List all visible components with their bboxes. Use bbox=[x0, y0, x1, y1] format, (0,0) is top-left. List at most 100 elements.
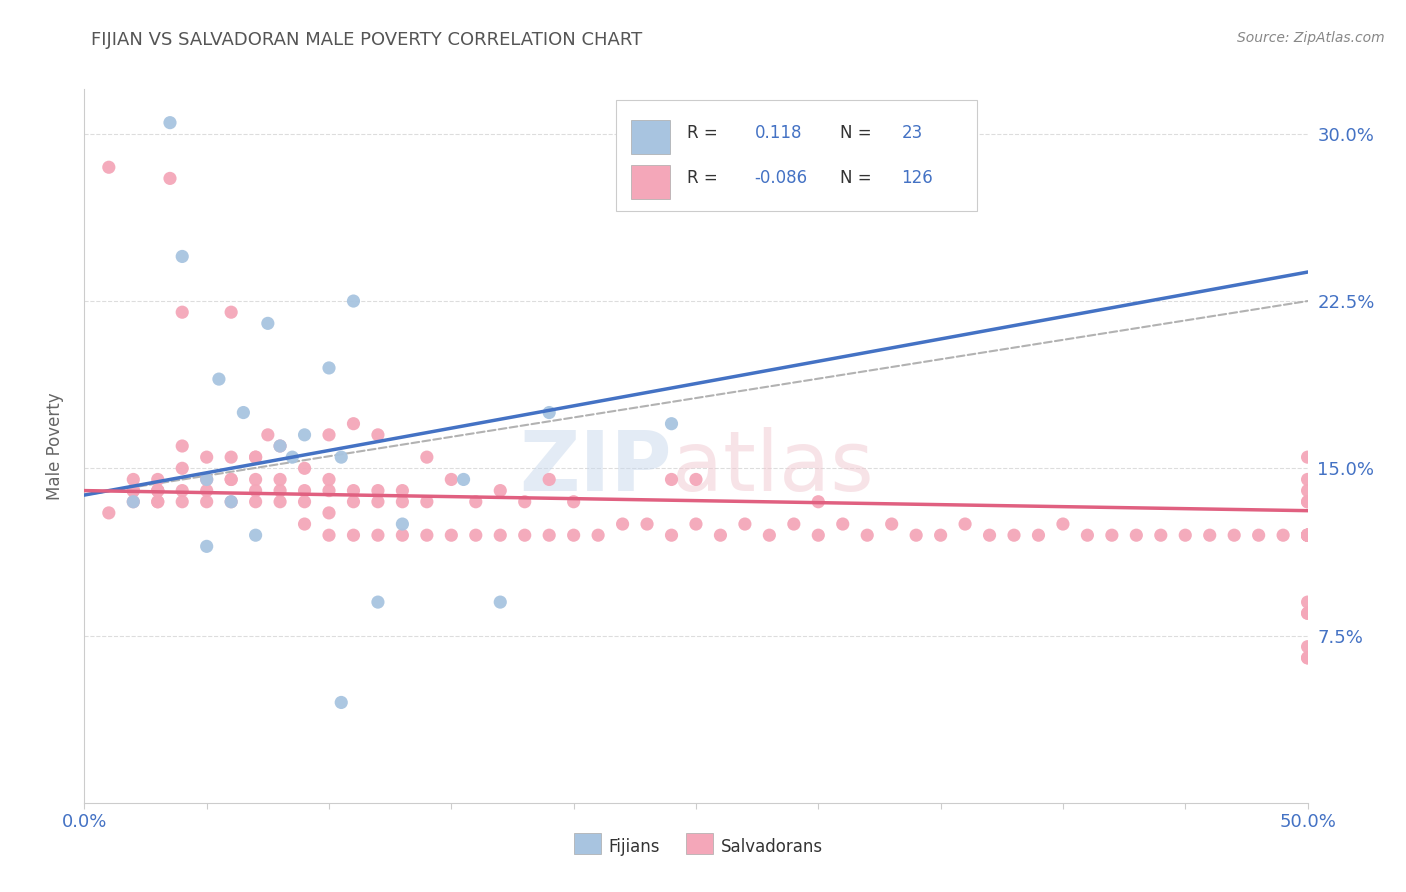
Point bbox=[636, 516, 658, 531]
Point bbox=[342, 417, 364, 431]
Point bbox=[416, 494, 439, 508]
Point bbox=[122, 483, 145, 498]
Point bbox=[294, 494, 316, 508]
Point bbox=[245, 450, 267, 464]
Point bbox=[367, 595, 389, 609]
Point bbox=[342, 528, 364, 542]
Point bbox=[232, 405, 254, 419]
Point bbox=[513, 494, 536, 508]
Point bbox=[1296, 528, 1319, 542]
Text: atlas: atlas bbox=[672, 427, 873, 508]
Point bbox=[929, 528, 952, 542]
Point bbox=[1198, 528, 1220, 542]
Point bbox=[1150, 528, 1173, 542]
Point bbox=[880, 516, 903, 531]
Point bbox=[146, 494, 169, 508]
Point bbox=[1028, 528, 1050, 542]
Point bbox=[269, 494, 291, 508]
Point bbox=[172, 461, 194, 475]
Text: Source: ZipAtlas.com: Source: ZipAtlas.com bbox=[1237, 31, 1385, 45]
Point bbox=[1296, 528, 1319, 542]
Point bbox=[464, 528, 486, 542]
Point bbox=[1296, 528, 1319, 542]
Point bbox=[1272, 528, 1295, 542]
Point bbox=[1076, 528, 1098, 542]
Text: 23: 23 bbox=[901, 125, 922, 143]
Point bbox=[562, 528, 585, 542]
Point bbox=[1296, 494, 1319, 508]
FancyBboxPatch shape bbox=[574, 833, 600, 855]
Point bbox=[195, 539, 218, 553]
Point bbox=[195, 450, 218, 464]
Point bbox=[1296, 528, 1319, 542]
Point bbox=[1296, 528, 1319, 542]
Point bbox=[1223, 528, 1246, 542]
Point bbox=[122, 494, 145, 508]
Point bbox=[391, 494, 413, 508]
FancyBboxPatch shape bbox=[631, 120, 671, 154]
Point bbox=[367, 494, 389, 508]
Point bbox=[195, 473, 218, 487]
Point bbox=[1052, 516, 1074, 531]
Y-axis label: Male Poverty: Male Poverty bbox=[45, 392, 63, 500]
Point bbox=[1296, 651, 1319, 665]
Point bbox=[172, 494, 194, 508]
Point bbox=[269, 439, 291, 453]
Point bbox=[245, 494, 267, 508]
Point bbox=[1174, 528, 1197, 542]
Point bbox=[1002, 528, 1025, 542]
Point bbox=[758, 528, 780, 542]
Point bbox=[146, 473, 169, 487]
FancyBboxPatch shape bbox=[631, 165, 671, 199]
Point bbox=[513, 528, 536, 542]
Point bbox=[330, 696, 353, 710]
Point bbox=[953, 516, 976, 531]
Point bbox=[318, 360, 340, 375]
Point bbox=[1125, 528, 1147, 542]
Point bbox=[1296, 528, 1319, 542]
Point bbox=[489, 528, 512, 542]
Point bbox=[195, 483, 218, 498]
Point bbox=[661, 528, 683, 542]
Point bbox=[1320, 673, 1343, 687]
Point bbox=[257, 427, 280, 442]
FancyBboxPatch shape bbox=[616, 100, 977, 211]
Point bbox=[709, 528, 731, 542]
Point bbox=[219, 494, 242, 508]
Point bbox=[219, 473, 242, 487]
Text: N =: N = bbox=[841, 125, 872, 143]
Point bbox=[330, 450, 353, 464]
Point bbox=[269, 439, 291, 453]
Point bbox=[979, 528, 1001, 542]
Point bbox=[489, 483, 512, 498]
Point bbox=[612, 516, 634, 531]
Point bbox=[245, 483, 267, 498]
Point bbox=[1101, 528, 1123, 542]
Point bbox=[367, 427, 389, 442]
Text: ZIP: ZIP bbox=[519, 427, 672, 508]
Point bbox=[1296, 640, 1319, 654]
Point bbox=[1296, 450, 1319, 464]
Point bbox=[318, 506, 340, 520]
Point bbox=[281, 450, 304, 464]
Text: 0.118: 0.118 bbox=[755, 125, 803, 143]
FancyBboxPatch shape bbox=[686, 833, 713, 855]
Point bbox=[807, 528, 830, 542]
Point bbox=[416, 450, 439, 464]
Text: Fijians: Fijians bbox=[607, 838, 659, 856]
Point bbox=[440, 473, 463, 487]
Point bbox=[1296, 595, 1319, 609]
Point bbox=[172, 439, 194, 453]
Point bbox=[905, 528, 928, 542]
Point bbox=[159, 115, 181, 129]
Point bbox=[146, 494, 169, 508]
Point bbox=[416, 528, 439, 542]
Point bbox=[195, 473, 218, 487]
Point bbox=[391, 516, 413, 531]
Point bbox=[391, 483, 413, 498]
Point bbox=[1296, 494, 1319, 508]
Point bbox=[146, 483, 169, 498]
Point bbox=[562, 494, 585, 508]
Point bbox=[294, 516, 316, 531]
Point bbox=[464, 494, 486, 508]
